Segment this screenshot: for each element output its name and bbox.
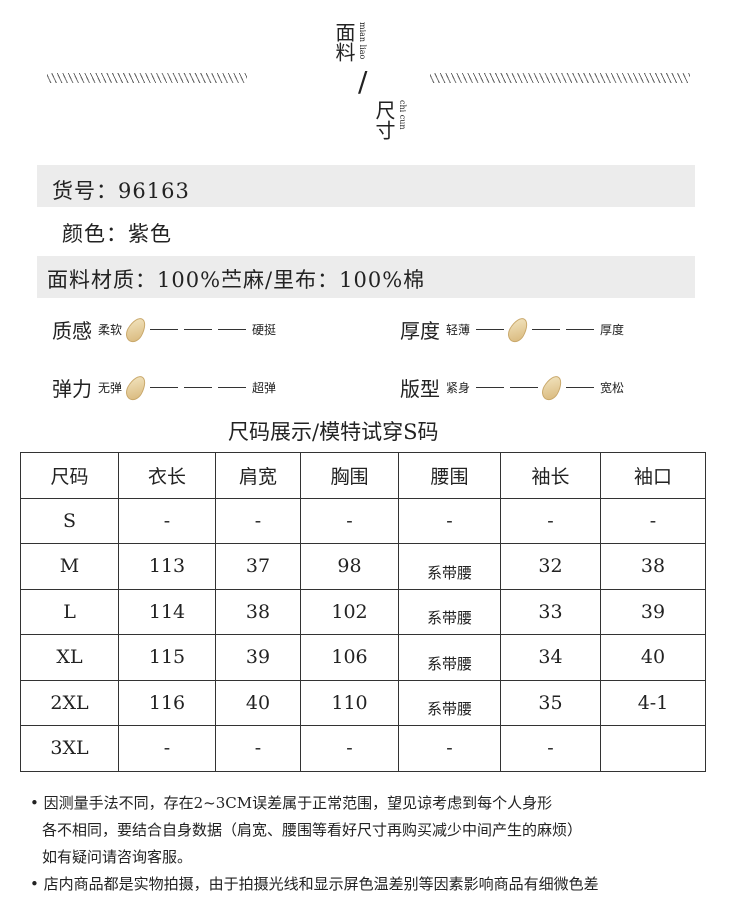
header-cell: 袖口 [600, 452, 706, 499]
header-cell: 肩宽 [215, 452, 301, 499]
header-separator: / [358, 65, 368, 98]
value-cell: - [300, 497, 399, 544]
item-no-band [37, 165, 695, 207]
header-pinyin-top: mian liao [358, 22, 367, 60]
value-cell: 系带腰 [398, 634, 501, 681]
table-row: 2XL 116 40 110 系带腰 35 4-1 [20, 679, 706, 726]
attribute-thickness: 厚度 轻薄 厚度 [400, 314, 625, 345]
table-row: S------ [20, 497, 706, 544]
size-cell: 2XL [20, 679, 119, 726]
material-info: 面料材质：100%苎麻/里布：100%棉 [47, 268, 426, 292]
table-header-row: 尺码 衣长 肩宽 胸围 腰围 袖长 袖口 [20, 452, 706, 499]
item-number: 货号：96163 [52, 179, 190, 203]
attribute-label: 厚度 [400, 319, 440, 343]
attribute-label: 版型 [400, 377, 440, 401]
attribute-left: 紧身 [446, 381, 471, 395]
value-cell: 40 [600, 634, 706, 681]
value-cell: 32 [500, 543, 601, 590]
value-cell: 系带腰 [398, 679, 501, 726]
decorative-hatch-right [430, 73, 690, 83]
value-cell: 102 [300, 588, 399, 635]
value-cell: 106 [300, 634, 399, 681]
value-cell: - [500, 497, 601, 544]
value-cell: 37 [215, 543, 301, 590]
attribute-left: 柔软 [98, 323, 123, 337]
value-cell: 98 [300, 543, 399, 590]
table-row: XL 115 39 106 系带腰 34 40 [20, 634, 706, 681]
decorative-hatch-left [47, 73, 247, 83]
attribute-left: 轻薄 [446, 323, 471, 337]
material-band [37, 256, 695, 298]
color-info: 颜色：紫色 [62, 222, 172, 246]
table-row: 3XL - - - - - [20, 725, 706, 772]
value-cell: - [118, 725, 216, 772]
size-cell: L [20, 588, 119, 635]
header-cell: 胸围 [300, 452, 399, 499]
attribute-fit: 版型 紧身 宽松 [400, 372, 625, 403]
note-line-2: 各不相同，要结合自身数据（肩宽、腰围等看好尺寸再购买减少中间产生的麻烦） [42, 821, 583, 839]
value-cell: 115 [118, 634, 216, 681]
value-cell: 38 [215, 588, 301, 635]
note-line-1: • 因测量手法不同，存在2~3CM误差属于正常范围，望见谅考虑到每个人身形 [30, 794, 553, 812]
value-cell: - [398, 497, 501, 544]
header-pinyin-bottom: chi cun [398, 100, 407, 130]
value-cell: 系带腰 [398, 588, 501, 635]
value-cell: - [215, 497, 301, 544]
leaf-icon [122, 372, 150, 403]
value-cell: 116 [118, 679, 216, 726]
table-row: M 113 37 98 系带腰 32 38 [20, 543, 706, 590]
size-table: 尺码 衣长 肩宽 胸围 腰围 袖长 袖口 S - - - - - - M 113 37 98 系带腰 3… [20, 452, 706, 772]
value-cell: - [215, 725, 301, 772]
attribute-left: 无弹 [98, 381, 123, 395]
value-cell: - [118, 497, 216, 544]
size-cell: M [20, 543, 119, 590]
value-cell: 系带腰 [398, 543, 501, 590]
header-cell: 袖长 [500, 452, 601, 499]
value-cell: 38 [600, 543, 706, 590]
leaf-icon [538, 372, 566, 403]
header-cell: 腰围 [398, 452, 501, 499]
size-chart-title: 尺码展示/模特试穿S码 [228, 420, 439, 444]
value-cell: 114 [118, 588, 216, 635]
note-line-3: 如有疑问请咨询客服。 [42, 848, 193, 866]
value-cell: 110 [300, 679, 399, 726]
attribute-label: 质感 [52, 319, 92, 343]
value-cell: - [300, 725, 399, 772]
attribute-right: 厚度 [600, 323, 625, 337]
value-cell: 113 [118, 543, 216, 590]
value-cell [600, 725, 706, 772]
header-title-top: 面料 [332, 22, 356, 62]
value-cell: - [500, 725, 601, 772]
value-cell: 4-1 [600, 679, 706, 726]
value-cell: - [600, 497, 706, 544]
value-cell: 35 [500, 679, 601, 726]
size-cell: S [20, 497, 119, 544]
leaf-icon [122, 314, 150, 345]
size-cell: 3XL [20, 725, 119, 772]
header-title-bottom: 尺寸 [372, 100, 396, 140]
value-cell: 33 [500, 588, 601, 635]
value-cell: - [398, 725, 501, 772]
attribute-right: 超弹 [252, 381, 277, 395]
note-line-4: • 店内商品都是实物拍摄，由于拍摄光线和显示屏色温差别等因素影响商品有细微色差 [30, 875, 599, 893]
size-cell: XL [20, 634, 119, 681]
attribute-texture: 质感 柔软 硬挺 [52, 314, 277, 345]
table-row: L 114 38 102 系带腰 33 39 [20, 588, 706, 635]
leaf-icon [504, 314, 532, 345]
header-cell: 尺码 [20, 452, 119, 499]
attribute-label: 弹力 [52, 377, 92, 401]
value-cell: 34 [500, 634, 601, 681]
attribute-right: 硬挺 [252, 323, 277, 337]
header-cell: 衣长 [118, 452, 216, 499]
value-cell: 39 [215, 634, 301, 681]
value-cell: 40 [215, 679, 301, 726]
attribute-elasticity: 弹力 无弹 超弹 [52, 372, 277, 403]
attribute-right: 宽松 [600, 381, 625, 395]
value-cell: 39 [600, 588, 706, 635]
